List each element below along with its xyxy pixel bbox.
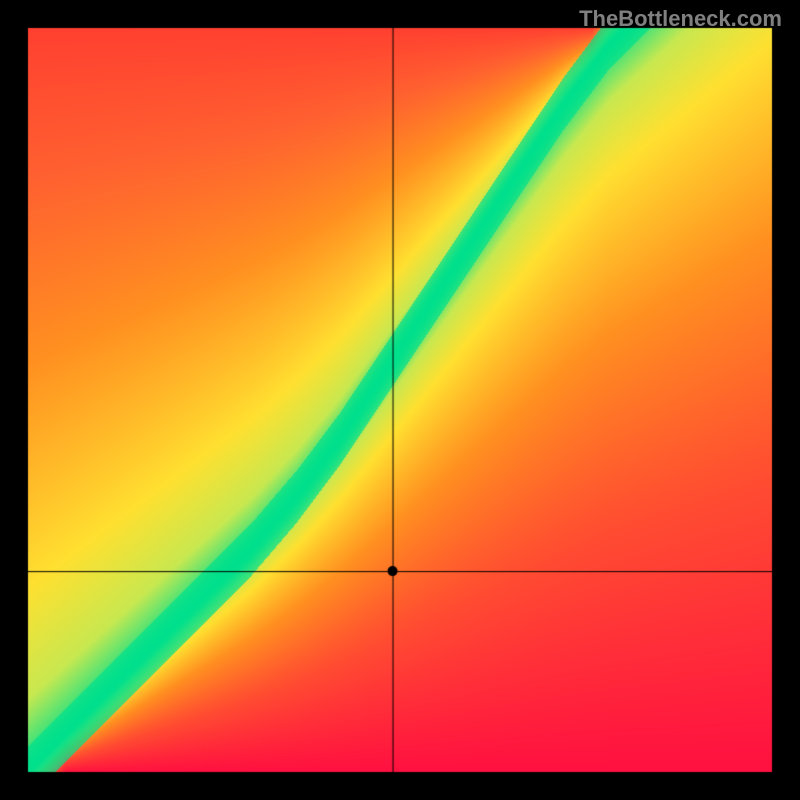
chart-container: TheBottleneck.com [0,0,800,800]
watermark-text: TheBottleneck.com [579,6,782,32]
bottleneck-heatmap [0,0,800,800]
